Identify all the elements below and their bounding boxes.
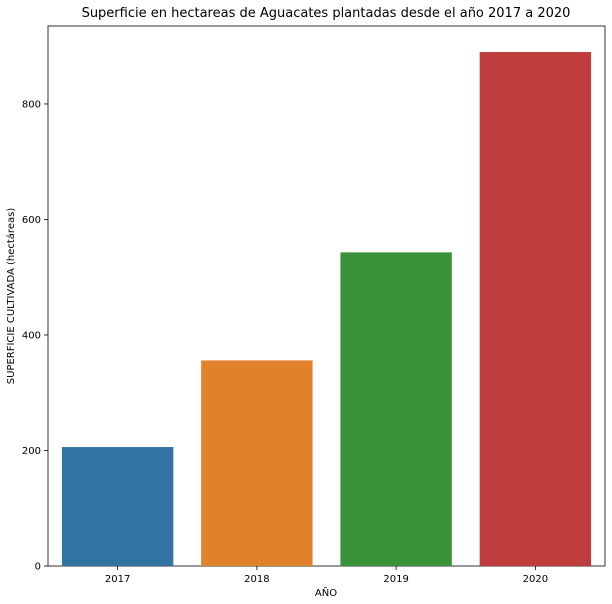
plot-frame	[47, 25, 606, 567]
bar-series	[61, 51, 592, 567]
x-tick-label: 2018	[244, 574, 269, 585]
y-axis-label: SUPERFICIE CULTIVADA (hectáreas)	[5, 208, 17, 385]
x-axis: 2017 2018 2019 2020	[105, 566, 548, 585]
x-axis-label: AÑO	[315, 586, 337, 599]
x-tick-label: 2020	[523, 574, 548, 585]
y-tick-label: 800	[22, 99, 41, 110]
bar-2018	[201, 360, 313, 566]
x-tick-label: 2017	[105, 574, 130, 585]
chart-title: Superficie en hectareas de Aguacates pla…	[82, 6, 571, 21]
bar-2020	[479, 51, 592, 567]
bar-2017	[61, 447, 174, 566]
y-tick-label: 600	[22, 215, 41, 226]
y-tick-label: 0	[35, 562, 41, 573]
y-axis: 0 200 400 600 800	[22, 99, 48, 573]
y-tick-label: 200	[22, 446, 41, 457]
y-tick-label: 400	[22, 330, 41, 341]
x-tick-label: 2019	[383, 574, 408, 585]
bar-2019	[340, 252, 452, 566]
plot-area	[47, 25, 606, 567]
